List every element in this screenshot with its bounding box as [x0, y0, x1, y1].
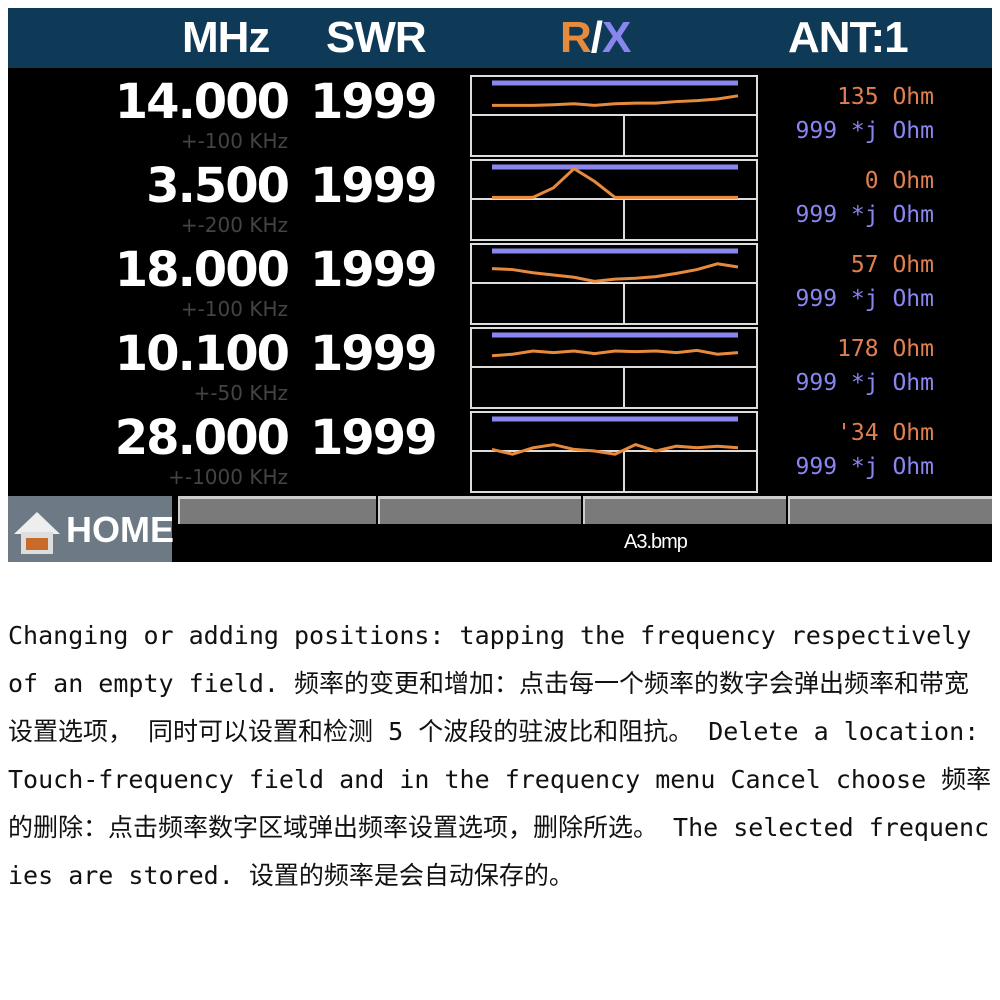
header-r: R — [560, 13, 592, 62]
swr-value: 1999 — [310, 326, 438, 382]
frequency-value[interactable]: 28.000 — [114, 410, 290, 466]
softkey-3[interactable] — [583, 496, 786, 525]
rx-graph — [470, 243, 758, 325]
reactance-value: 999 *j Ohm — [795, 370, 934, 396]
analyzer-screen: MHz SWR R/X ANT:1 14.000 +-100 KHz 1999 … — [8, 8, 992, 562]
header-x: X — [602, 13, 631, 62]
bandwidth-value: +-100 KHz — [180, 129, 288, 153]
r-trace — [491, 348, 739, 358]
resistance-value: '34 Ohm — [837, 420, 934, 446]
frequency-value[interactable]: 10.100 — [114, 326, 290, 382]
reactance-value: 999 *j Ohm — [795, 286, 934, 312]
band-row[interactable]: 18.000 +-100 KHz 1999 57 Ohm 999 *j Ohm — [8, 243, 992, 327]
bandwidth-value: +-200 KHz — [180, 213, 288, 237]
resistance-value: 135 Ohm — [837, 84, 934, 110]
band-row[interactable]: 3.500 +-200 KHz 1999 0 Ohm 999 *j Ohm — [8, 159, 992, 243]
swr-value: 1999 — [310, 74, 438, 130]
softkey-1[interactable] — [178, 496, 376, 525]
rx-graph — [470, 327, 758, 409]
rx-graph — [470, 411, 758, 493]
header-mhz: MHz — [182, 13, 270, 62]
header-antenna[interactable]: ANT:1 — [788, 13, 909, 62]
r-trace — [491, 262, 739, 283]
description-text: Changing or adding positions: tapping th… — [8, 621, 992, 890]
band-row[interactable]: 28.000 +-1000 KHz 1999 '34 Ohm 999 *j Oh… — [8, 411, 992, 495]
swr-value: 1999 — [310, 410, 438, 466]
home-icon — [14, 512, 60, 554]
filename-bar — [178, 524, 992, 562]
resistance-value: 57 Ohm — [850, 252, 934, 278]
swr-value: 1999 — [310, 242, 438, 298]
reactance-value: 999 *j Ohm — [795, 202, 934, 228]
resistance-value: 178 Ohm — [837, 336, 934, 362]
header-slash: / — [590, 13, 603, 62]
resistance-value: 0 Ohm — [864, 168, 934, 194]
rx-graph — [470, 159, 758, 241]
frequency-value[interactable]: 3.500 — [146, 158, 290, 214]
bandwidth-value: +-1000 KHz — [168, 465, 288, 489]
header-bar: MHz SWR R/X ANT:1 — [8, 8, 992, 68]
r-trace — [492, 94, 739, 107]
r-trace — [491, 442, 739, 456]
band-row[interactable]: 10.100 +-50 KHz 1999 178 Ohm 999 *j Ohm — [8, 327, 992, 411]
rx-graph — [470, 75, 758, 157]
swr-value: 1999 — [310, 158, 438, 214]
softkey-2[interactable] — [378, 496, 581, 525]
filename: A3.bmp — [624, 531, 688, 553]
softkey-4[interactable] — [788, 496, 992, 525]
bandwidth-value: +-100 KHz — [180, 297, 288, 321]
home-label: HOME — [66, 509, 174, 550]
bottom-bar: HOME A3.bmp — [8, 494, 992, 562]
bandwidth-value: +-50 KHz — [193, 381, 288, 405]
frequency-value[interactable]: 18.000 — [114, 242, 290, 298]
reactance-value: 999 *j Ohm — [795, 454, 934, 480]
header-swr: SWR — [326, 13, 427, 62]
frequency-value[interactable]: 14.000 — [114, 74, 290, 130]
home-button[interactable]: HOME — [8, 496, 174, 562]
reactance-value: 999 *j Ohm — [795, 118, 934, 144]
r-trace — [492, 166, 738, 199]
band-row[interactable]: 14.000 +-100 KHz 1999 135 Ohm 999 *j Ohm — [8, 75, 992, 159]
